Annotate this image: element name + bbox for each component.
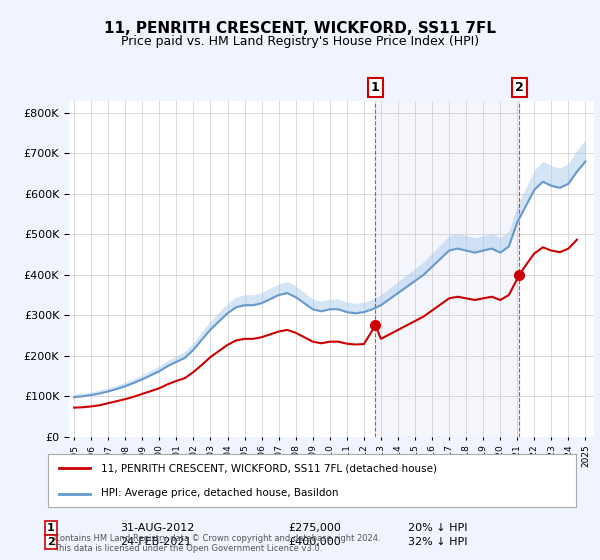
- Text: 11, PENRITH CRESCENT, WICKFORD, SS11 7FL: 11, PENRITH CRESCENT, WICKFORD, SS11 7FL: [104, 21, 496, 36]
- Text: 2: 2: [515, 81, 524, 94]
- Text: 24-FEB-2021: 24-FEB-2021: [120, 537, 191, 547]
- Text: 20% ↓ HPI: 20% ↓ HPI: [408, 523, 467, 533]
- Text: 1: 1: [371, 81, 380, 94]
- Bar: [376, 101, 520, 437]
- Text: £275,000: £275,000: [288, 523, 341, 533]
- Text: 32% ↓ HPI: 32% ↓ HPI: [408, 537, 467, 547]
- Text: Contains HM Land Registry data © Crown copyright and database right 2024.
This d: Contains HM Land Registry data © Crown c…: [54, 534, 380, 553]
- Text: HPI: Average price, detached house, Basildon: HPI: Average price, detached house, Basi…: [101, 488, 338, 498]
- Text: £400,000: £400,000: [288, 537, 341, 547]
- Text: 31-AUG-2012: 31-AUG-2012: [120, 523, 194, 533]
- Text: 1: 1: [47, 523, 55, 533]
- Text: Price paid vs. HM Land Registry's House Price Index (HPI): Price paid vs. HM Land Registry's House …: [121, 35, 479, 48]
- Text: 11, PENRITH CRESCENT, WICKFORD, SS11 7FL (detached house): 11, PENRITH CRESCENT, WICKFORD, SS11 7FL…: [101, 464, 437, 474]
- Text: 2: 2: [47, 537, 55, 547]
